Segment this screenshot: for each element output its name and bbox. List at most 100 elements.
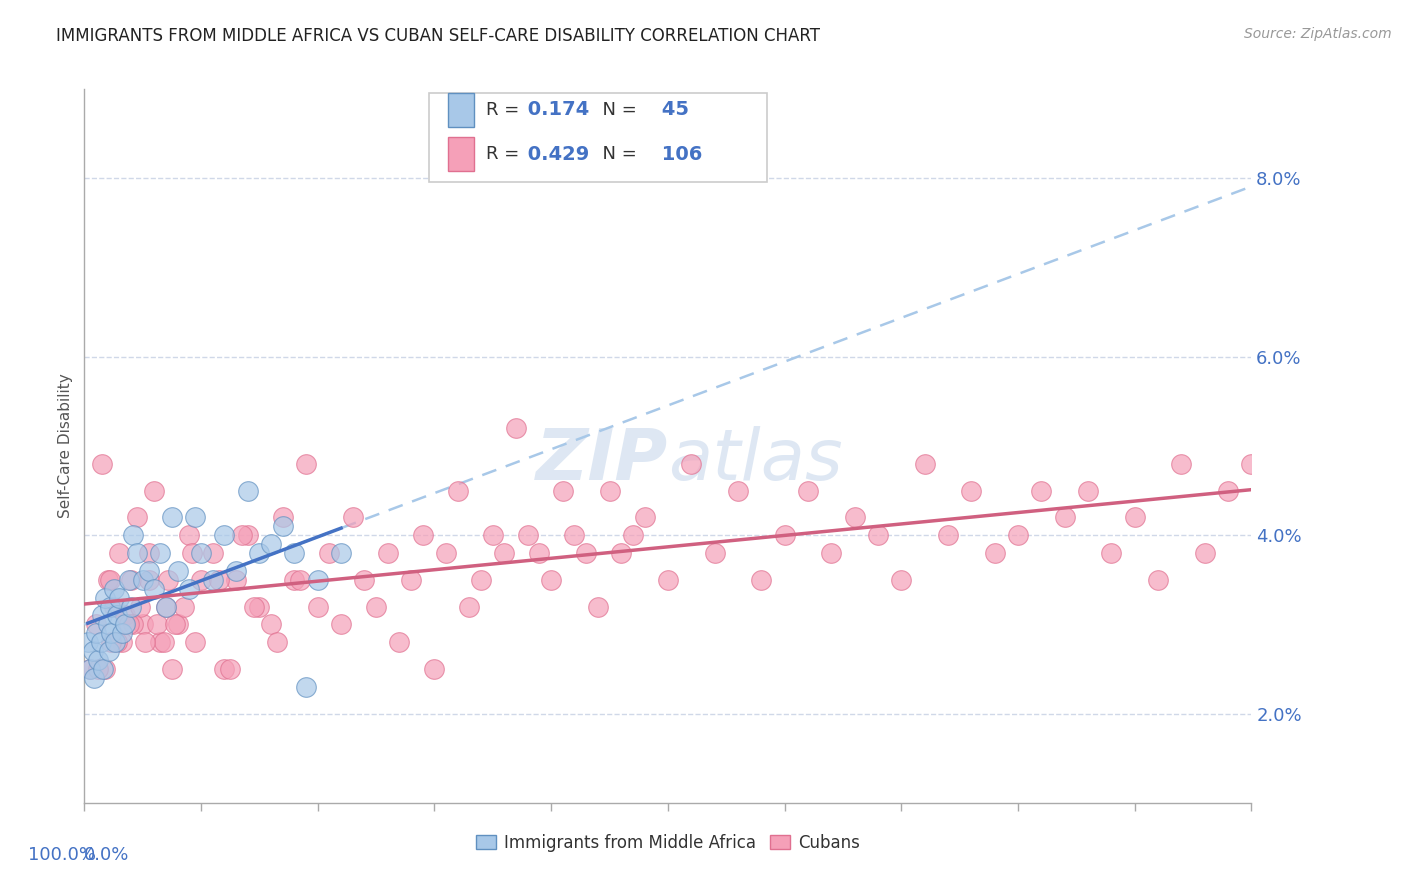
Point: [98, 573, 121, 587]
FancyBboxPatch shape: [429, 93, 768, 182]
Point: [207, 573, 229, 587]
Text: 106: 106: [655, 145, 703, 163]
Point: [260, 537, 283, 551]
Point: [242, 599, 264, 614]
Point: [621, 528, 644, 542]
Point: [236, 483, 259, 498]
Point: [138, 573, 160, 587]
Point: [388, 635, 411, 649]
Point: [180, 546, 202, 560]
Point: [1053, 510, 1076, 524]
Point: [129, 599, 152, 614]
Point: [201, 546, 224, 560]
Point: [703, 546, 725, 560]
Point: [157, 573, 180, 587]
Text: 45: 45: [655, 101, 689, 120]
Point: [727, 483, 749, 498]
Point: [97, 617, 120, 632]
Point: [143, 483, 166, 498]
Text: R =: R =: [486, 101, 519, 119]
Point: [353, 573, 375, 587]
Point: [83, 671, 105, 685]
Point: [173, 599, 195, 614]
Point: [120, 599, 142, 614]
Point: [1216, 483, 1239, 498]
Point: [125, 546, 148, 560]
Point: [516, 528, 538, 542]
Point: [1007, 528, 1029, 542]
Point: [97, 644, 120, 658]
Point: [366, 599, 388, 614]
Point: [160, 662, 183, 676]
Point: [134, 635, 156, 649]
Point: [1170, 457, 1192, 471]
Point: [165, 617, 187, 632]
Point: [105, 635, 128, 649]
Point: [586, 599, 609, 614]
Y-axis label: Self-Care Disability: Self-Care Disability: [58, 374, 73, 518]
Point: [190, 573, 212, 587]
Legend: Immigrants from Middle Africa, Cubans: Immigrants from Middle Africa, Cubans: [470, 828, 866, 859]
Point: [108, 546, 131, 560]
Point: [84, 617, 107, 632]
Point: [749, 573, 772, 587]
Text: ZIP: ZIP: [536, 425, 668, 495]
Point: [76, 635, 98, 649]
Point: [575, 546, 598, 560]
Text: R =: R =: [486, 145, 519, 163]
Point: [844, 510, 866, 524]
Point: [155, 599, 177, 614]
Point: [447, 483, 470, 498]
Text: 0.0%: 0.0%: [84, 846, 129, 863]
Point: [960, 483, 983, 498]
Point: [505, 421, 527, 435]
Point: [470, 573, 492, 587]
Point: [599, 483, 621, 498]
Point: [1147, 573, 1170, 587]
Point: [494, 546, 516, 560]
Point: [866, 528, 889, 542]
Point: [114, 608, 136, 623]
Point: [936, 528, 959, 542]
Point: [249, 599, 271, 614]
Text: Source: ZipAtlas.com: Source: ZipAtlas.com: [1244, 27, 1392, 41]
Point: [214, 528, 236, 542]
Point: [155, 599, 177, 614]
Point: [82, 644, 104, 658]
Point: [399, 573, 422, 587]
Point: [105, 608, 128, 623]
Point: [79, 662, 101, 676]
Point: [149, 546, 172, 560]
Point: [145, 617, 167, 632]
Point: [132, 573, 155, 587]
Point: [236, 528, 259, 542]
Point: [225, 573, 247, 587]
Point: [271, 510, 294, 524]
Point: [104, 635, 127, 649]
Point: [122, 617, 145, 632]
Point: [249, 546, 271, 560]
Point: [201, 573, 224, 587]
Point: [214, 662, 236, 676]
Point: [342, 510, 364, 524]
Point: [122, 528, 145, 542]
Point: [564, 528, 586, 542]
Point: [983, 546, 1005, 560]
Point: [114, 617, 136, 632]
Point: [103, 582, 125, 596]
Point: [681, 457, 703, 471]
Point: [412, 528, 434, 542]
Text: N =: N =: [591, 101, 637, 119]
FancyBboxPatch shape: [449, 137, 474, 171]
FancyBboxPatch shape: [449, 93, 474, 127]
Point: [219, 662, 242, 676]
Point: [773, 528, 796, 542]
Point: [225, 564, 247, 578]
Point: [377, 546, 399, 560]
Point: [132, 617, 155, 632]
Text: 0.174: 0.174: [520, 101, 589, 120]
Point: [138, 564, 160, 578]
Point: [295, 680, 318, 694]
Point: [98, 599, 121, 614]
Point: [118, 573, 141, 587]
